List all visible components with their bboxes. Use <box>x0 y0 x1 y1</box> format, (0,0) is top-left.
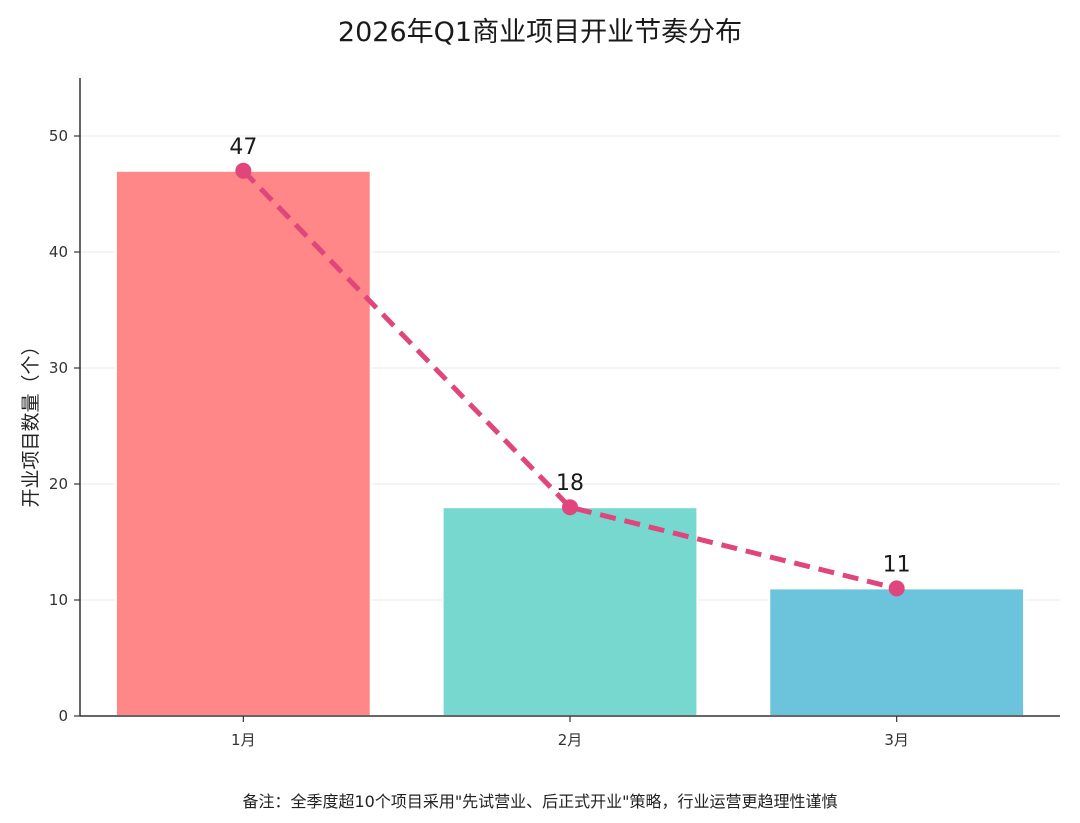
x-tick-label-2: 2月 <box>558 731 583 749</box>
y-tick-label-30: 30 <box>49 359 68 377</box>
y-tick-label-40: 40 <box>49 243 68 261</box>
y-tick-label-0: 0 <box>58 707 68 725</box>
x-tick-label-1: 1月 <box>231 731 256 749</box>
data-label-2: 18 <box>556 471 584 496</box>
data-label-3: 11 <box>883 552 911 577</box>
bar-1 <box>114 169 372 718</box>
bars <box>114 169 1026 718</box>
bar-3 <box>768 587 1026 718</box>
trend-line-path <box>241 169 898 591</box>
trend-point-2 <box>562 499 578 516</box>
trend-point-3 <box>888 580 905 597</box>
chart-footnote: 备注：全季度超10个项目采用"先试营业、后正式开业"策略，行业运营更趋理性谨慎 <box>242 792 838 811</box>
trend-point-1 <box>235 162 252 179</box>
axes: 0 10 20 30 40 50 1月 2月 3月 开业项目数量（个） <box>20 78 1060 749</box>
bar-2 <box>441 506 699 718</box>
y-tick-label-10: 10 <box>49 591 68 609</box>
x-tick-label-3: 3月 <box>884 731 909 749</box>
chart-title: 2026年Q1商业项目开业节奏分布 <box>337 17 743 48</box>
y-tick-label-20: 20 <box>49 475 68 493</box>
y-axis-title: 开业项目数量（个） <box>20 336 42 507</box>
y-tick-label-50: 50 <box>49 127 68 145</box>
data-labels: 47 18 11 <box>229 135 910 578</box>
trend-line <box>235 162 905 597</box>
data-label-1: 47 <box>229 135 257 160</box>
